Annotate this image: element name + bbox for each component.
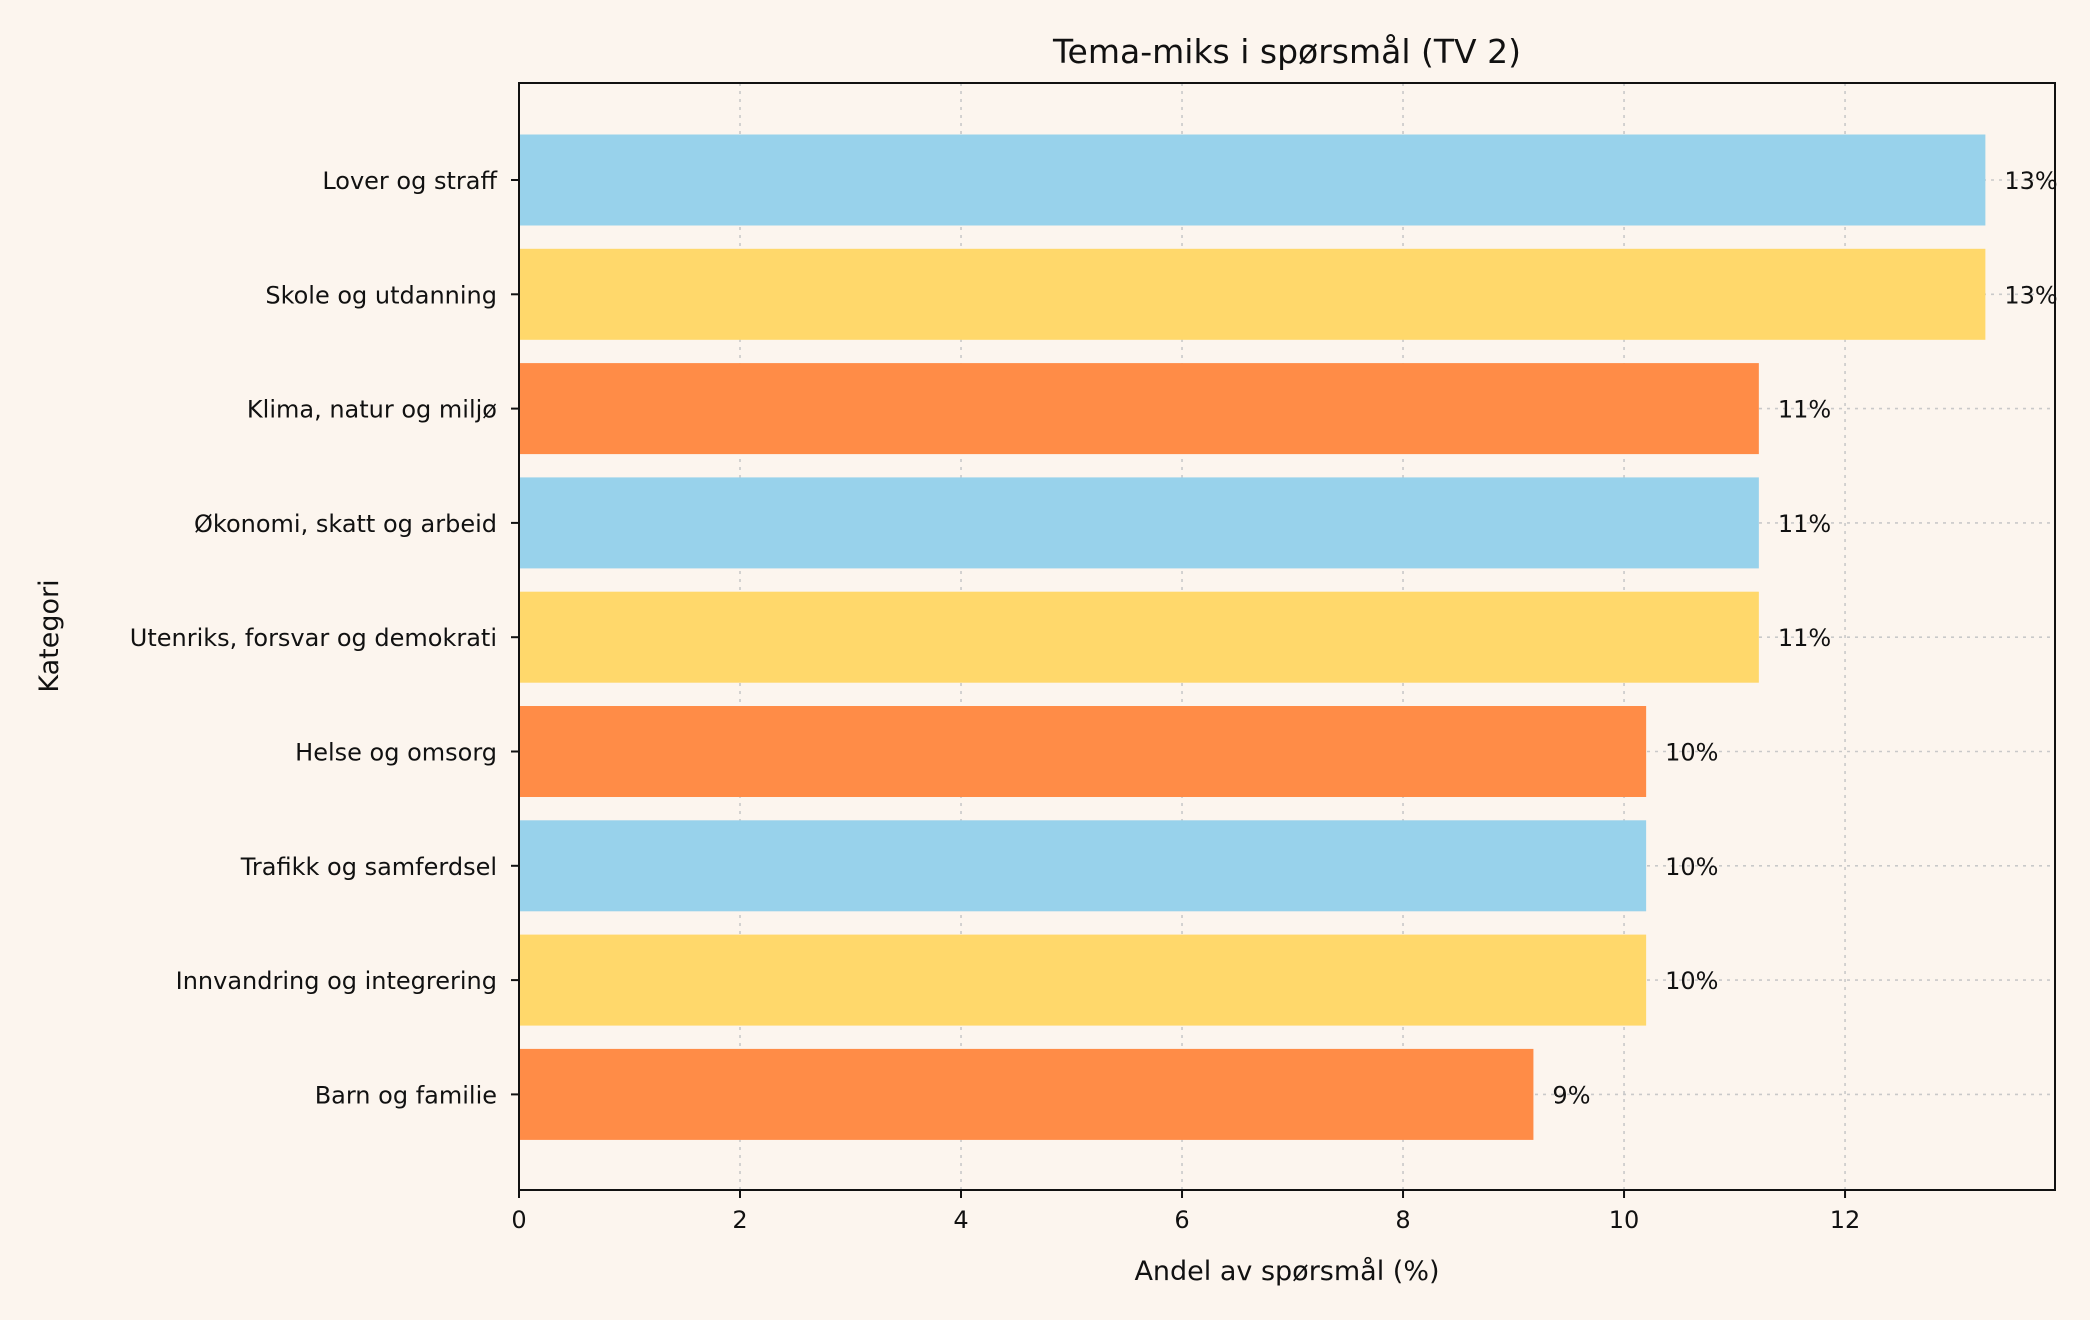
bar: [519, 134, 1986, 226]
bar-value-label: 11%: [1778, 624, 1831, 652]
y-tick-label: Utenriks, forsvar og demokrati: [130, 624, 497, 652]
y-axis-title: Kategori: [34, 579, 65, 692]
x-axis-title: Andel av spørsmål (%): [1134, 1256, 1439, 1287]
bar-value-label: 13%: [2004, 281, 2057, 309]
x-tick-label: 12: [1830, 1206, 1861, 1234]
x-tick-label: 10: [1609, 1206, 1640, 1234]
data-labels: 13% 13% 11% 11% 11% 10% 10% 10% 9%: [1552, 167, 2057, 1109]
y-tick-label: Økonomi, skatt og arbeid: [194, 510, 497, 538]
y-tick-label: Klima, natur og miljø: [247, 396, 497, 424]
bar-value-label: 10%: [1665, 853, 1718, 881]
x-tick-label: 0: [511, 1206, 526, 1234]
bar: [519, 591, 1759, 683]
bar-value-label: 13%: [2004, 167, 2057, 195]
bar-value-label: 10%: [1665, 967, 1718, 995]
y-tick-label: Lover og straff: [322, 167, 497, 195]
x-tick-label: 8: [1395, 1206, 1410, 1234]
y-tick-label: Skole og utdanning: [265, 281, 497, 309]
bars: [519, 134, 1986, 1140]
bar: [519, 477, 1759, 569]
bar-value-label: 11%: [1778, 396, 1831, 424]
bar: [519, 248, 1986, 340]
bar: [519, 1048, 1534, 1140]
bar: [519, 363, 1759, 455]
x-tick-label: 2: [732, 1206, 747, 1234]
bar: [519, 934, 1647, 1026]
bar-value-label: 10%: [1665, 739, 1718, 767]
y-tick-label: Helse og omsorg: [295, 739, 497, 767]
x-tick-label: 4: [953, 1206, 968, 1234]
y-tick-label: Barn og familie: [315, 1081, 497, 1109]
y-tick-label: Trafikk og samferdsel: [240, 853, 497, 881]
bar: [519, 820, 1647, 912]
bar: [519, 706, 1647, 797]
bar-value-label: 9%: [1552, 1081, 1590, 1109]
chart-title: Tema-miks i spørsmål (TV 2): [1052, 32, 1521, 71]
y-tick-label: Innvandring og integrering: [176, 967, 497, 995]
x-axis-ticks: 0 2 4 6 8 10 12: [511, 1190, 1860, 1234]
y-axis-ticks: Lover og straff Skole og utdanning Klima, …: [130, 167, 519, 1109]
bar-value-label: 11%: [1778, 510, 1831, 538]
x-tick-label: 6: [1174, 1206, 1189, 1234]
